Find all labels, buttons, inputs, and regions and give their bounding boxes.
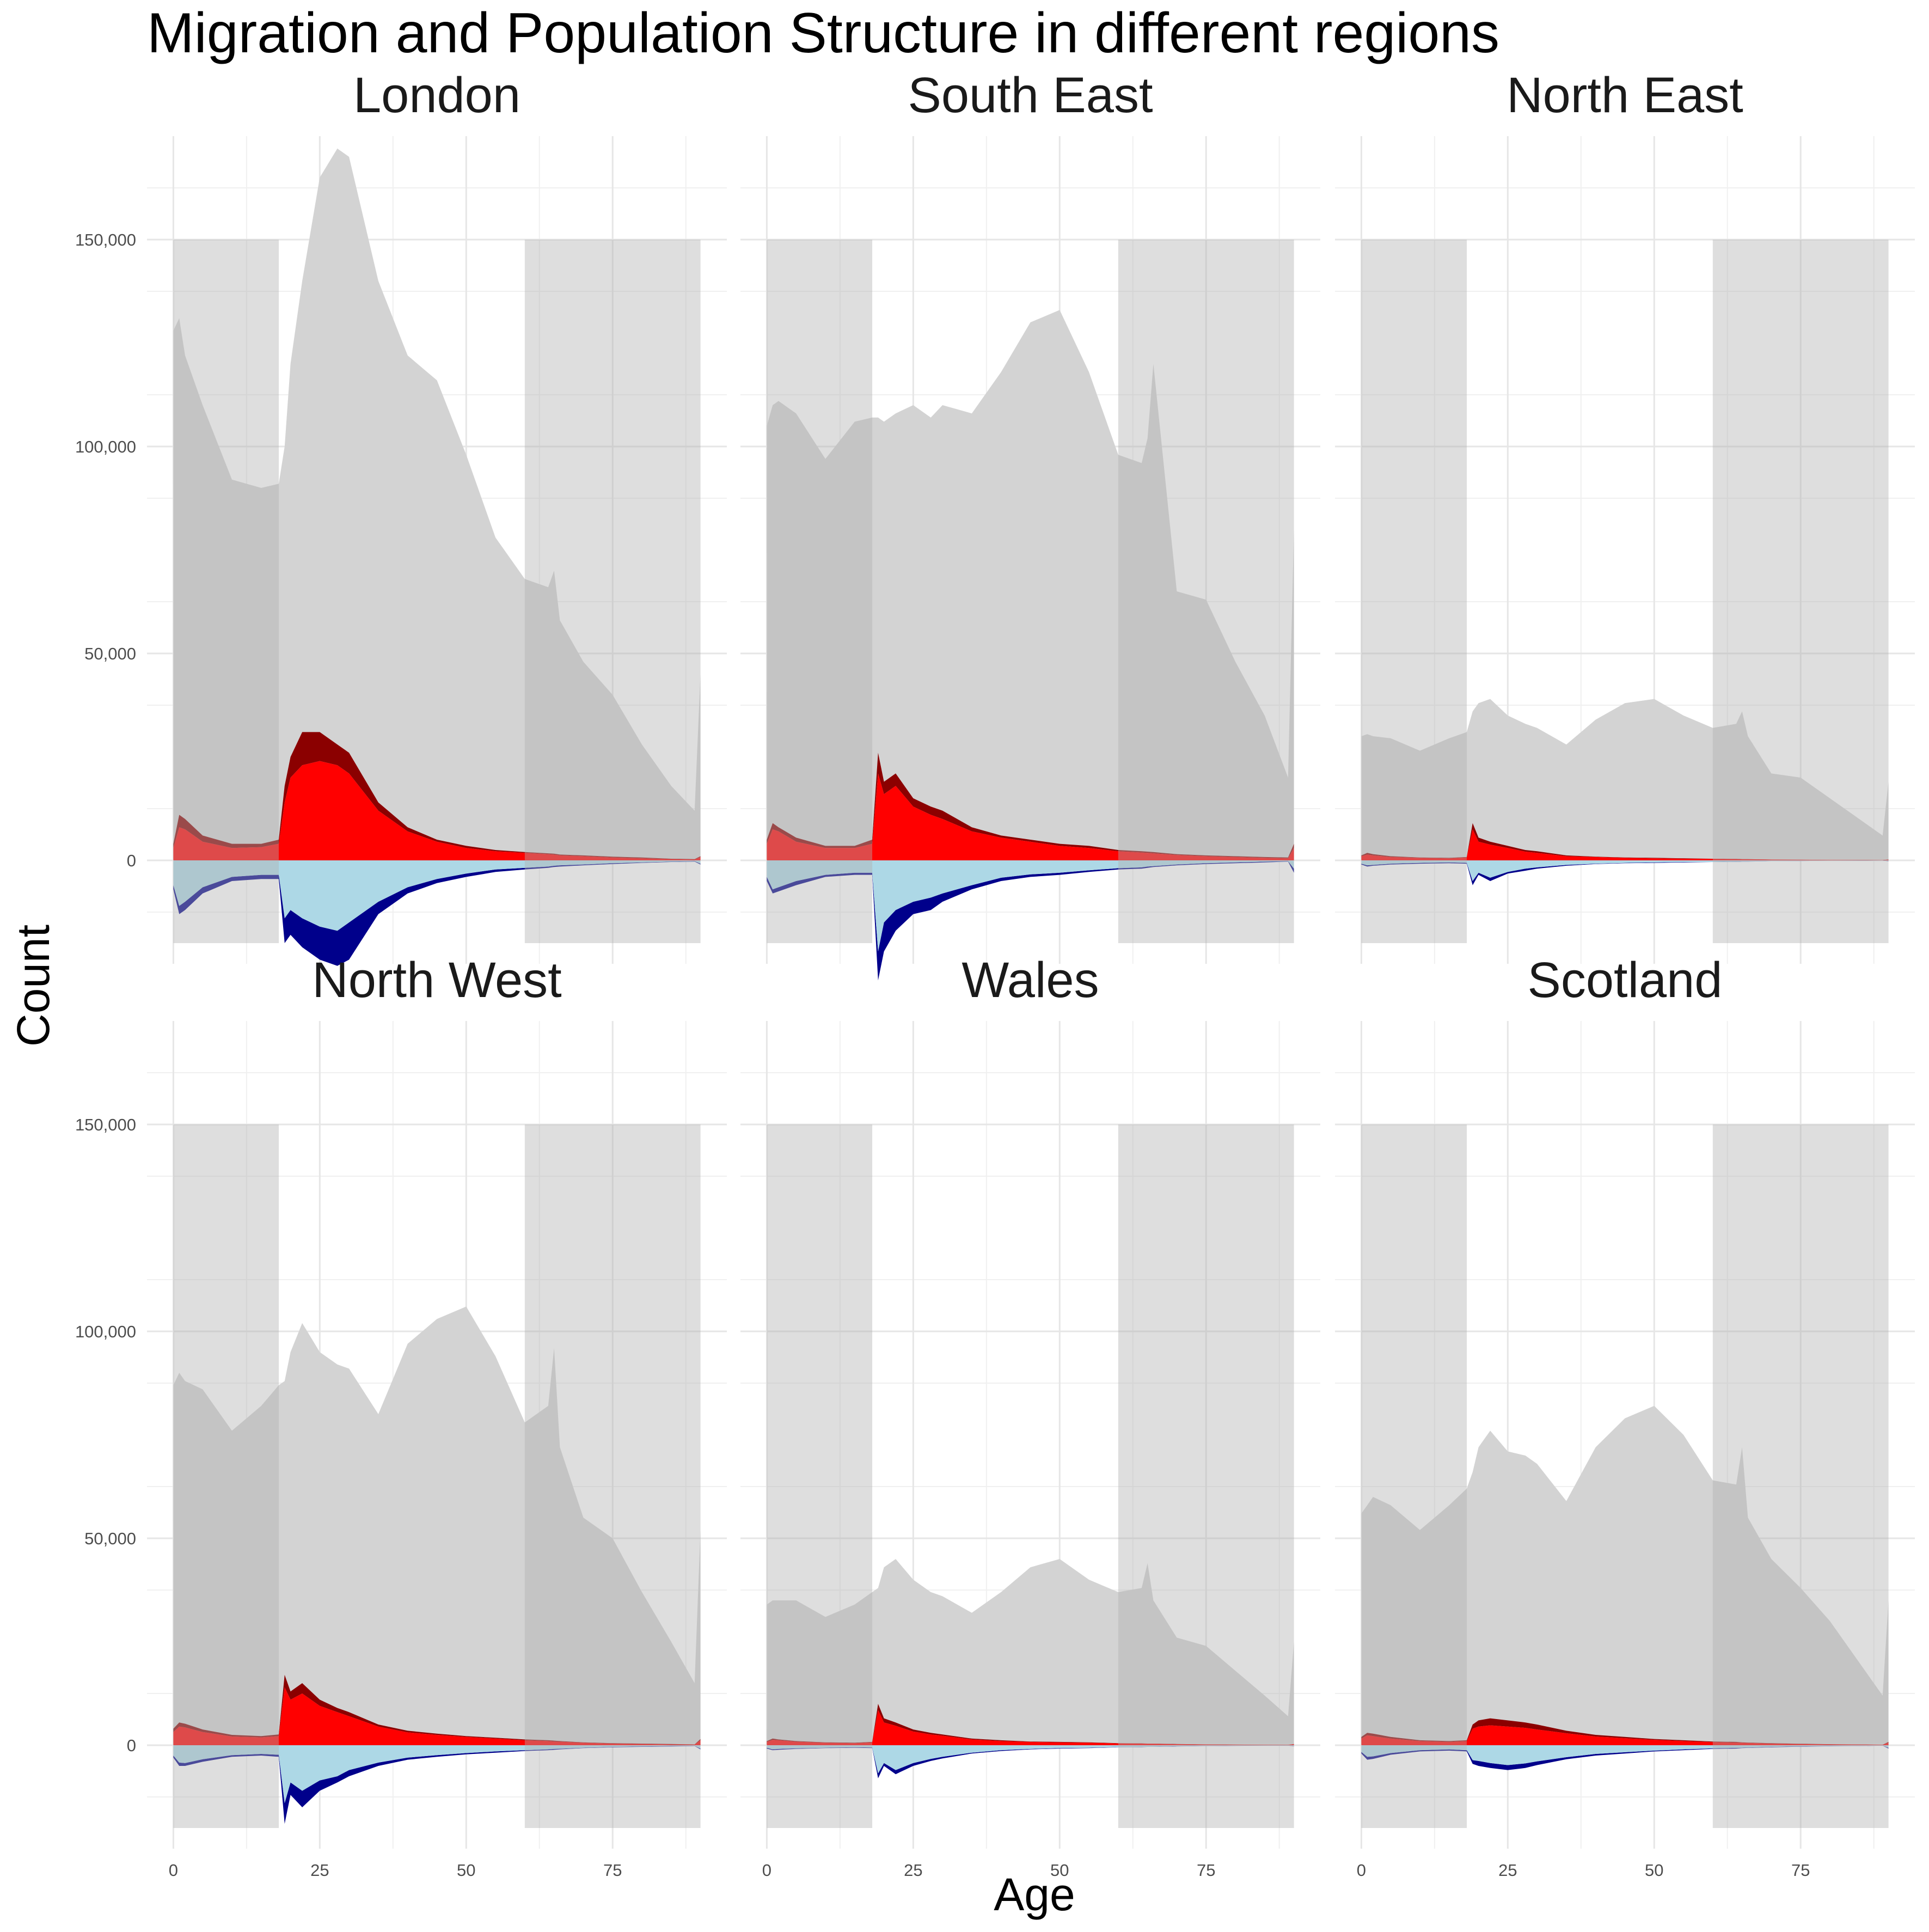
- outflow-part-area: [767, 860, 1294, 952]
- x-axis-title: Age: [994, 1869, 1075, 1920]
- y-tick-label: 100,000: [75, 1322, 136, 1341]
- inflow-total-area: [767, 753, 1294, 859]
- outflow-part-area: [1361, 860, 1889, 881]
- outflow-total-area: [1361, 1745, 1889, 1770]
- age-band-shade-retirement: [524, 1124, 701, 1828]
- x-tick-label: 75: [603, 1861, 622, 1880]
- panel-london: London 0 50,000 100,000 150,000: [75, 68, 727, 966]
- population-area: [767, 310, 1294, 860]
- panel-title-north-east: North East: [1507, 68, 1743, 123]
- y-tick-label: 150,000: [75, 1115, 136, 1134]
- age-band-shade-children: [767, 1124, 873, 1828]
- x-tick-label: 75: [1197, 1861, 1215, 1880]
- y-tick-label: 150,000: [75, 230, 136, 249]
- outflow-part-area: [173, 1745, 701, 1803]
- y-tick-label: 50,000: [84, 1529, 136, 1548]
- y-tick-label: 50,000: [84, 644, 136, 663]
- age-band-shade-children: [173, 240, 279, 943]
- inflow-total-area: [1361, 1718, 1889, 1745]
- inflow-part-area: [767, 773, 1294, 860]
- y-axis-title: Count: [8, 925, 59, 1047]
- population-area: [173, 148, 701, 860]
- outflow-part-area: [767, 1745, 1294, 1774]
- population-area: [173, 1306, 701, 1745]
- panel-title-wales: Wales: [962, 952, 1099, 1008]
- age-band-shade-retirement: [1712, 240, 1889, 943]
- facet-panels: London 0 50,000 100,000 150,000 South East Nor…: [75, 68, 1915, 1880]
- age-band-shade-retirement: [524, 240, 701, 943]
- chart-title: Migration and Population Structure in di…: [147, 2, 1499, 65]
- inflow-part-area: [1361, 1725, 1889, 1745]
- age-band-shade-children: [1361, 240, 1467, 943]
- inflow-part-area: [173, 1687, 701, 1745]
- population-area: [1361, 699, 1889, 860]
- x-tick-label: 25: [310, 1861, 329, 1880]
- inflow-part-area: [173, 761, 701, 860]
- x-tick-label: 50: [1050, 1861, 1069, 1880]
- outflow-part-area: [1361, 1745, 1889, 1765]
- panel-south-east: South East: [740, 68, 1320, 981]
- outflow-total-area: [173, 1746, 701, 1824]
- y-tick-label: 0: [127, 1736, 136, 1755]
- panel-wales: Wales 0 25 50 75: [740, 952, 1320, 1880]
- x-tick-label: 25: [904, 1861, 922, 1880]
- age-band-shade-retirement: [1118, 240, 1294, 943]
- panel-scotland: Scotland 0 25 50 75: [1335, 952, 1915, 1880]
- age-band-shade-retirement: [1118, 1124, 1294, 1828]
- age-band-shade-retirement: [1712, 1124, 1889, 1828]
- panel-title-south-east: South East: [908, 68, 1153, 123]
- panel-title-north-west: North West: [312, 952, 561, 1008]
- x-tick-label: 0: [762, 1861, 771, 1880]
- outflow-total-area: [173, 861, 701, 966]
- age-band-shade-children: [173, 1124, 279, 1828]
- outflow-total-area: [1361, 860, 1889, 885]
- inflow-part-area: [1361, 829, 1889, 860]
- inflow-total-area: [173, 732, 701, 860]
- population-area: [767, 1559, 1294, 1745]
- panel-title-london: London: [353, 68, 520, 123]
- x-tick-label: 0: [169, 1861, 178, 1880]
- panel-north-east: North East: [1335, 68, 1915, 964]
- inflow-total-area: [173, 1674, 701, 1745]
- panel-north-west: North West 0 50,000 100,000 150,000 0 25 50 75: [75, 952, 727, 1880]
- age-band-shade-children: [1361, 1124, 1467, 1828]
- x-tick-label: 75: [1791, 1861, 1810, 1880]
- age-band-shade-children: [767, 240, 873, 943]
- outflow-total-area: [767, 1745, 1294, 1778]
- y-tick-label: 0: [127, 851, 136, 870]
- outflow-part-area: [173, 860, 701, 931]
- population-area: [1361, 1405, 1889, 1745]
- y-tick-label: 100,000: [75, 437, 136, 456]
- inflow-part-area: [767, 1710, 1294, 1745]
- panel-title-scotland: Scotland: [1527, 952, 1722, 1008]
- x-tick-label: 0: [1357, 1861, 1366, 1880]
- x-tick-label: 50: [1645, 1861, 1663, 1880]
- x-tick-label: 25: [1498, 1861, 1517, 1880]
- x-tick-label: 50: [457, 1861, 475, 1880]
